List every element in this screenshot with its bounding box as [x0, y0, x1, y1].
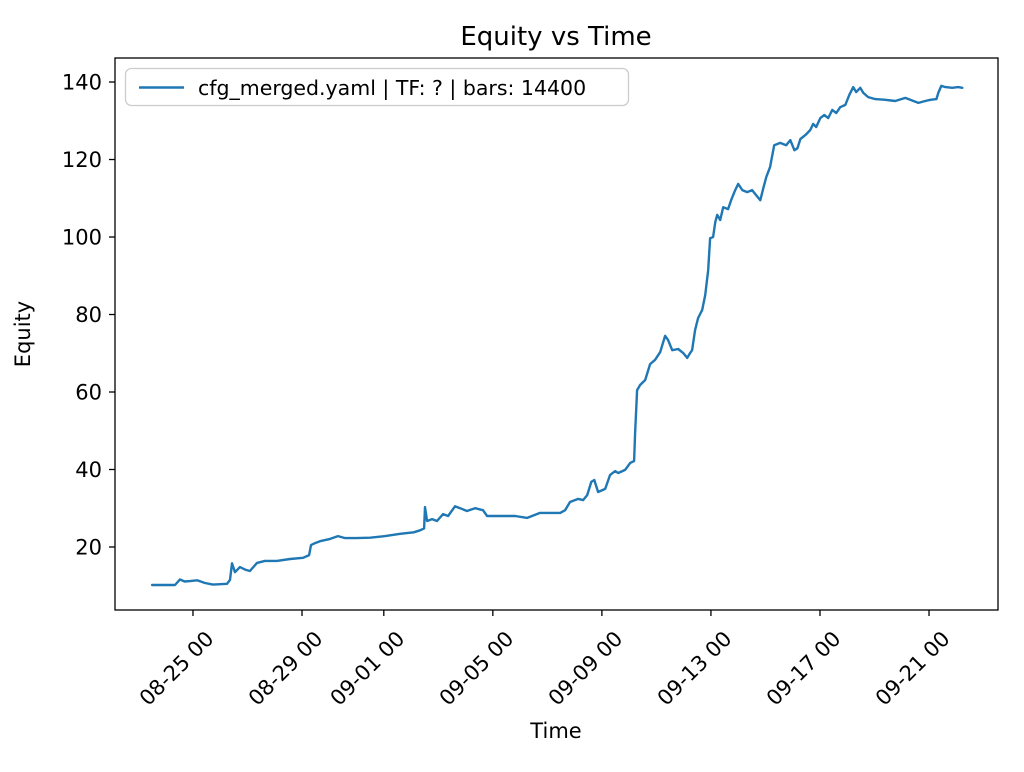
y-axis-ticks: 20 40 60 80 100 120 140 — [62, 71, 115, 559]
legend-label: cfg_merged.yaml | TF: ? | bars: 14400 — [198, 76, 586, 101]
y-tick-label: 60 — [75, 381, 102, 405]
x-axis-label: Time — [529, 719, 581, 743]
x-tick-label: 09-05 00 — [435, 627, 519, 711]
x-tick-label: 09-13 00 — [653, 627, 737, 711]
y-tick-label: 40 — [75, 458, 102, 482]
legend-box — [124, 67, 630, 107]
x-tick-label: 09-17 00 — [762, 627, 846, 711]
y-tick-label: 140 — [62, 71, 102, 95]
legend: cfg_merged.yaml | TF: ? | bars: 14400 — [124, 67, 630, 107]
x-tick-label: 08-25 00 — [135, 627, 219, 711]
x-tick-label: 09-21 00 — [871, 627, 955, 711]
series-lines — [150, 84, 964, 587]
y-tick-label: 20 — [75, 535, 102, 559]
y-tick-label: 100 — [62, 226, 102, 250]
equity-line — [150, 84, 964, 587]
y-axis-label: Equity — [11, 301, 35, 367]
x-tick-label: 08-29 00 — [244, 627, 328, 711]
y-tick-label: 80 — [75, 303, 102, 327]
x-tick-label: 09-01 00 — [326, 627, 410, 711]
chart-title: Equity vs Time — [460, 22, 651, 52]
x-tick-label: 09-09 00 — [544, 627, 628, 711]
y-tick-label: 120 — [62, 148, 102, 172]
plot-area — [114, 57, 999, 611]
